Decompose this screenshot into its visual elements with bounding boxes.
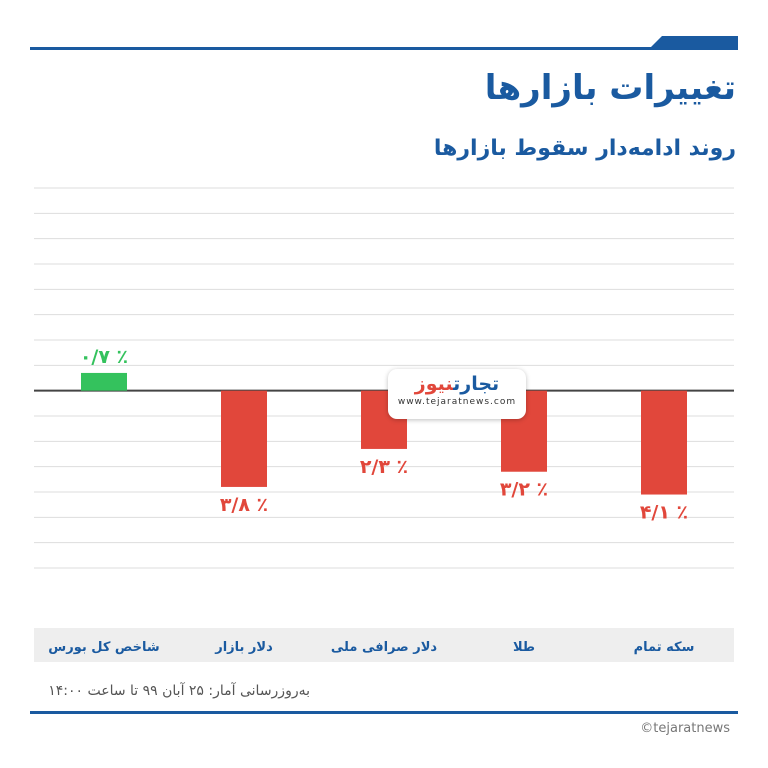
- data-label: ۲/۳ ٪: [360, 456, 408, 478]
- footer-rule: [30, 711, 738, 714]
- tejaratnews-logo: تجارتنیوز www.tejaratnews.com: [388, 369, 526, 419]
- category-label: سکه تمام: [634, 640, 695, 655]
- header-rule: [30, 47, 738, 50]
- header-tab-accent: [648, 36, 738, 50]
- data-label: ۳/۸ ٪: [220, 494, 268, 516]
- logo-wordmark: تجارتنیوز: [414, 373, 500, 395]
- category-label: شاخص کل بورس: [48, 640, 159, 655]
- page-subtitle: روند ادامه‌دار سقوط بازارها: [433, 136, 736, 161]
- data-label: ۴/۱ ٪: [640, 502, 688, 524]
- category-band: [34, 628, 734, 662]
- data-label: ۳/۲ ٪: [500, 479, 548, 501]
- page-title: تغییرات بازارها: [484, 68, 736, 108]
- category-label: دلار بازار: [214, 640, 273, 655]
- bar: [641, 390, 687, 495]
- logo-url: www.tejaratnews.com: [397, 397, 517, 407]
- category-label: دلار صرافی ملی: [331, 640, 437, 655]
- update-note: به‌روزرسانی آمار: ۲۵ آبان ۹۹ تا ساعت ۱۴:…: [48, 683, 310, 699]
- copyright-credit: ©tejaratnews: [640, 721, 730, 736]
- category-label: طلا: [513, 640, 535, 655]
- data-label: ۰/۷ ٪: [80, 346, 128, 368]
- bar: [221, 390, 267, 487]
- bar: [81, 372, 127, 391]
